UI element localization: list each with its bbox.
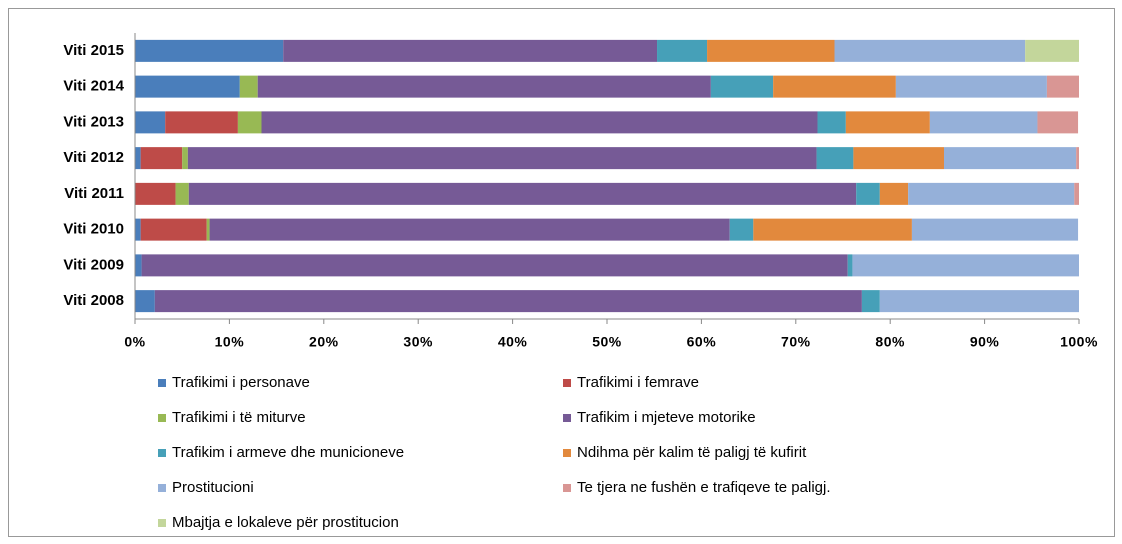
bar-segment <box>188 182 857 205</box>
bar-segment <box>206 218 210 241</box>
x-tick-label: 50% <box>592 334 622 350</box>
bar-segment <box>237 111 262 134</box>
bar-segment <box>1037 111 1079 134</box>
x-tick-label: 30% <box>403 334 433 350</box>
legend-label: Prostitucioni <box>172 479 254 496</box>
x-tick-label: 80% <box>875 334 905 350</box>
bar-segment <box>1025 39 1079 62</box>
legend-swatch <box>563 484 571 492</box>
bar-segment <box>154 290 862 313</box>
bar-segment <box>753 218 912 241</box>
bar-segment <box>834 39 1026 62</box>
bar-segment <box>845 111 930 134</box>
bar-segment <box>135 75 240 98</box>
bar-segment <box>283 39 658 62</box>
bar-segment <box>879 290 1079 313</box>
bar-segment <box>911 218 1079 241</box>
y-tick-label: Viti 2015 <box>63 42 124 59</box>
x-tick-label: 90% <box>970 334 1000 350</box>
legend-label: Trafikim i armeve dhe municioneve <box>172 444 404 461</box>
bar-segment <box>135 39 284 62</box>
legend-label: Mbajtja e lokaleve për prostitucion <box>172 514 399 531</box>
bar-segment <box>944 147 1077 170</box>
legend-swatch <box>563 414 571 422</box>
legend-label: Trafikimi i personave <box>172 374 310 391</box>
bar-segment <box>773 75 896 98</box>
bar-segment <box>816 147 854 170</box>
legend-label: Trafikimi i femrave <box>577 374 699 391</box>
bar-segment <box>135 290 155 313</box>
bar-segment <box>657 39 708 62</box>
x-tick-label: 70% <box>781 334 811 350</box>
y-tick-label: Viti 2011 <box>64 185 124 202</box>
legend-swatch <box>158 484 166 492</box>
x-tick-label: 60% <box>687 334 717 350</box>
legend-label: Trafikim i mjeteve motorike <box>577 409 756 426</box>
bar-segment <box>852 254 1079 277</box>
bar-segment <box>182 147 188 170</box>
bar-segment <box>209 218 730 241</box>
bar-segment <box>175 182 189 205</box>
bar-segment <box>261 111 818 134</box>
x-tick-label: 0% <box>124 334 145 350</box>
x-tick-label: 10% <box>215 334 245 350</box>
bar-segment <box>861 290 880 313</box>
bar-segment <box>135 111 166 134</box>
bar-segment <box>710 75 774 98</box>
bar-segment <box>1076 147 1079 170</box>
bar-segment <box>879 182 909 205</box>
y-tick-label: Viti 2008 <box>63 292 124 309</box>
x-tick-label: 20% <box>309 334 339 350</box>
bar-segment <box>239 75 258 98</box>
bar-segment <box>135 218 141 241</box>
y-tick-label: Viti 2010 <box>63 221 124 238</box>
legend-label: Trafikimi i të miturve <box>172 409 306 426</box>
y-tick-label: Viti 2009 <box>63 256 124 273</box>
bar-segment <box>135 147 141 170</box>
legend-swatch <box>158 379 166 387</box>
bar-segment <box>187 147 817 170</box>
legend-label: Te tjera ne fushën e trafiqeve te paligj… <box>577 479 831 496</box>
legend-swatch <box>563 449 571 457</box>
bar-segment <box>847 254 853 277</box>
x-tick-label: 40% <box>498 334 528 350</box>
bar-segment <box>908 182 1075 205</box>
bar-segment <box>1046 75 1079 98</box>
bar-segment <box>729 218 754 241</box>
legend-label: Ndihma për kalim të paligj të kufirit <box>577 444 807 461</box>
bar-segment <box>853 147 945 170</box>
bar-segment <box>141 254 848 277</box>
legend-swatch <box>563 379 571 387</box>
x-tick-label: 100% <box>1060 334 1098 350</box>
bar-segment <box>895 75 1047 98</box>
y-tick-label: Viti 2013 <box>63 113 124 130</box>
legend-swatch <box>158 414 166 422</box>
legend-swatch <box>158 449 166 457</box>
bar-segment <box>1074 182 1079 205</box>
y-tick-label: Viti 2014 <box>63 78 124 95</box>
bar-segment <box>707 39 835 62</box>
bar-segment <box>140 218 207 241</box>
bar-segment <box>856 182 880 205</box>
bar-segment <box>135 254 142 277</box>
legend-swatch <box>158 519 166 527</box>
bar-segment <box>165 111 238 134</box>
bar-segment <box>929 111 1038 134</box>
bar-segment <box>140 147 183 170</box>
y-tick-label: Viti 2012 <box>63 149 124 166</box>
bar-segment <box>817 111 846 134</box>
bar-segment <box>135 182 176 205</box>
bar-segment <box>257 75 711 98</box>
